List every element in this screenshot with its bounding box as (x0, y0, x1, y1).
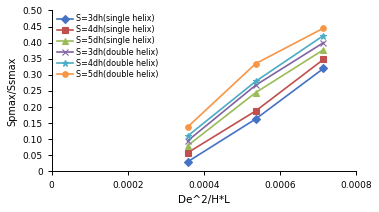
S=3dh(double helix) (185, 140, 190, 142)
S=5dh(double helix) (254, 62, 258, 65)
S=4dh(single helix) (321, 58, 326, 61)
S=3dh(double helix) (321, 41, 326, 44)
S=4dh(double helix) (185, 135, 190, 137)
S=4dh(double helix) (254, 80, 258, 82)
S=5dh(single helix) (321, 49, 326, 51)
Line: S=4dh(double helix): S=4dh(double helix) (184, 32, 327, 139)
Y-axis label: Spmax/Ssmax: Spmax/Ssmax (7, 56, 17, 126)
S=4dh(single helix) (185, 152, 190, 154)
S=3dh(single helix) (185, 160, 190, 163)
S=5dh(double helix) (185, 126, 190, 128)
S=4dh(double helix) (321, 34, 326, 37)
X-axis label: De^2/H*L: De^2/H*L (178, 195, 230, 205)
Line: S=4dh(single helix): S=4dh(single helix) (185, 57, 326, 156)
S=5dh(single helix) (185, 144, 190, 147)
Line: S=5dh(single helix): S=5dh(single helix) (185, 47, 326, 148)
S=3dh(double helix) (254, 84, 258, 86)
Line: S=3dh(double helix): S=3dh(double helix) (185, 40, 326, 144)
S=4dh(single helix) (254, 110, 258, 112)
S=3dh(single helix) (254, 118, 258, 120)
Line: S=5dh(double helix): S=5dh(double helix) (185, 25, 326, 130)
S=5dh(double helix) (321, 27, 326, 29)
S=5dh(single helix) (254, 91, 258, 94)
Line: S=3dh(single helix): S=3dh(single helix) (185, 66, 326, 165)
Legend: S=3dh(single helix), S=4dh(single helix), S=5dh(single helix), S=3dh(double heli: S=3dh(single helix), S=4dh(single helix)… (55, 13, 161, 80)
S=3dh(single helix) (321, 67, 326, 70)
